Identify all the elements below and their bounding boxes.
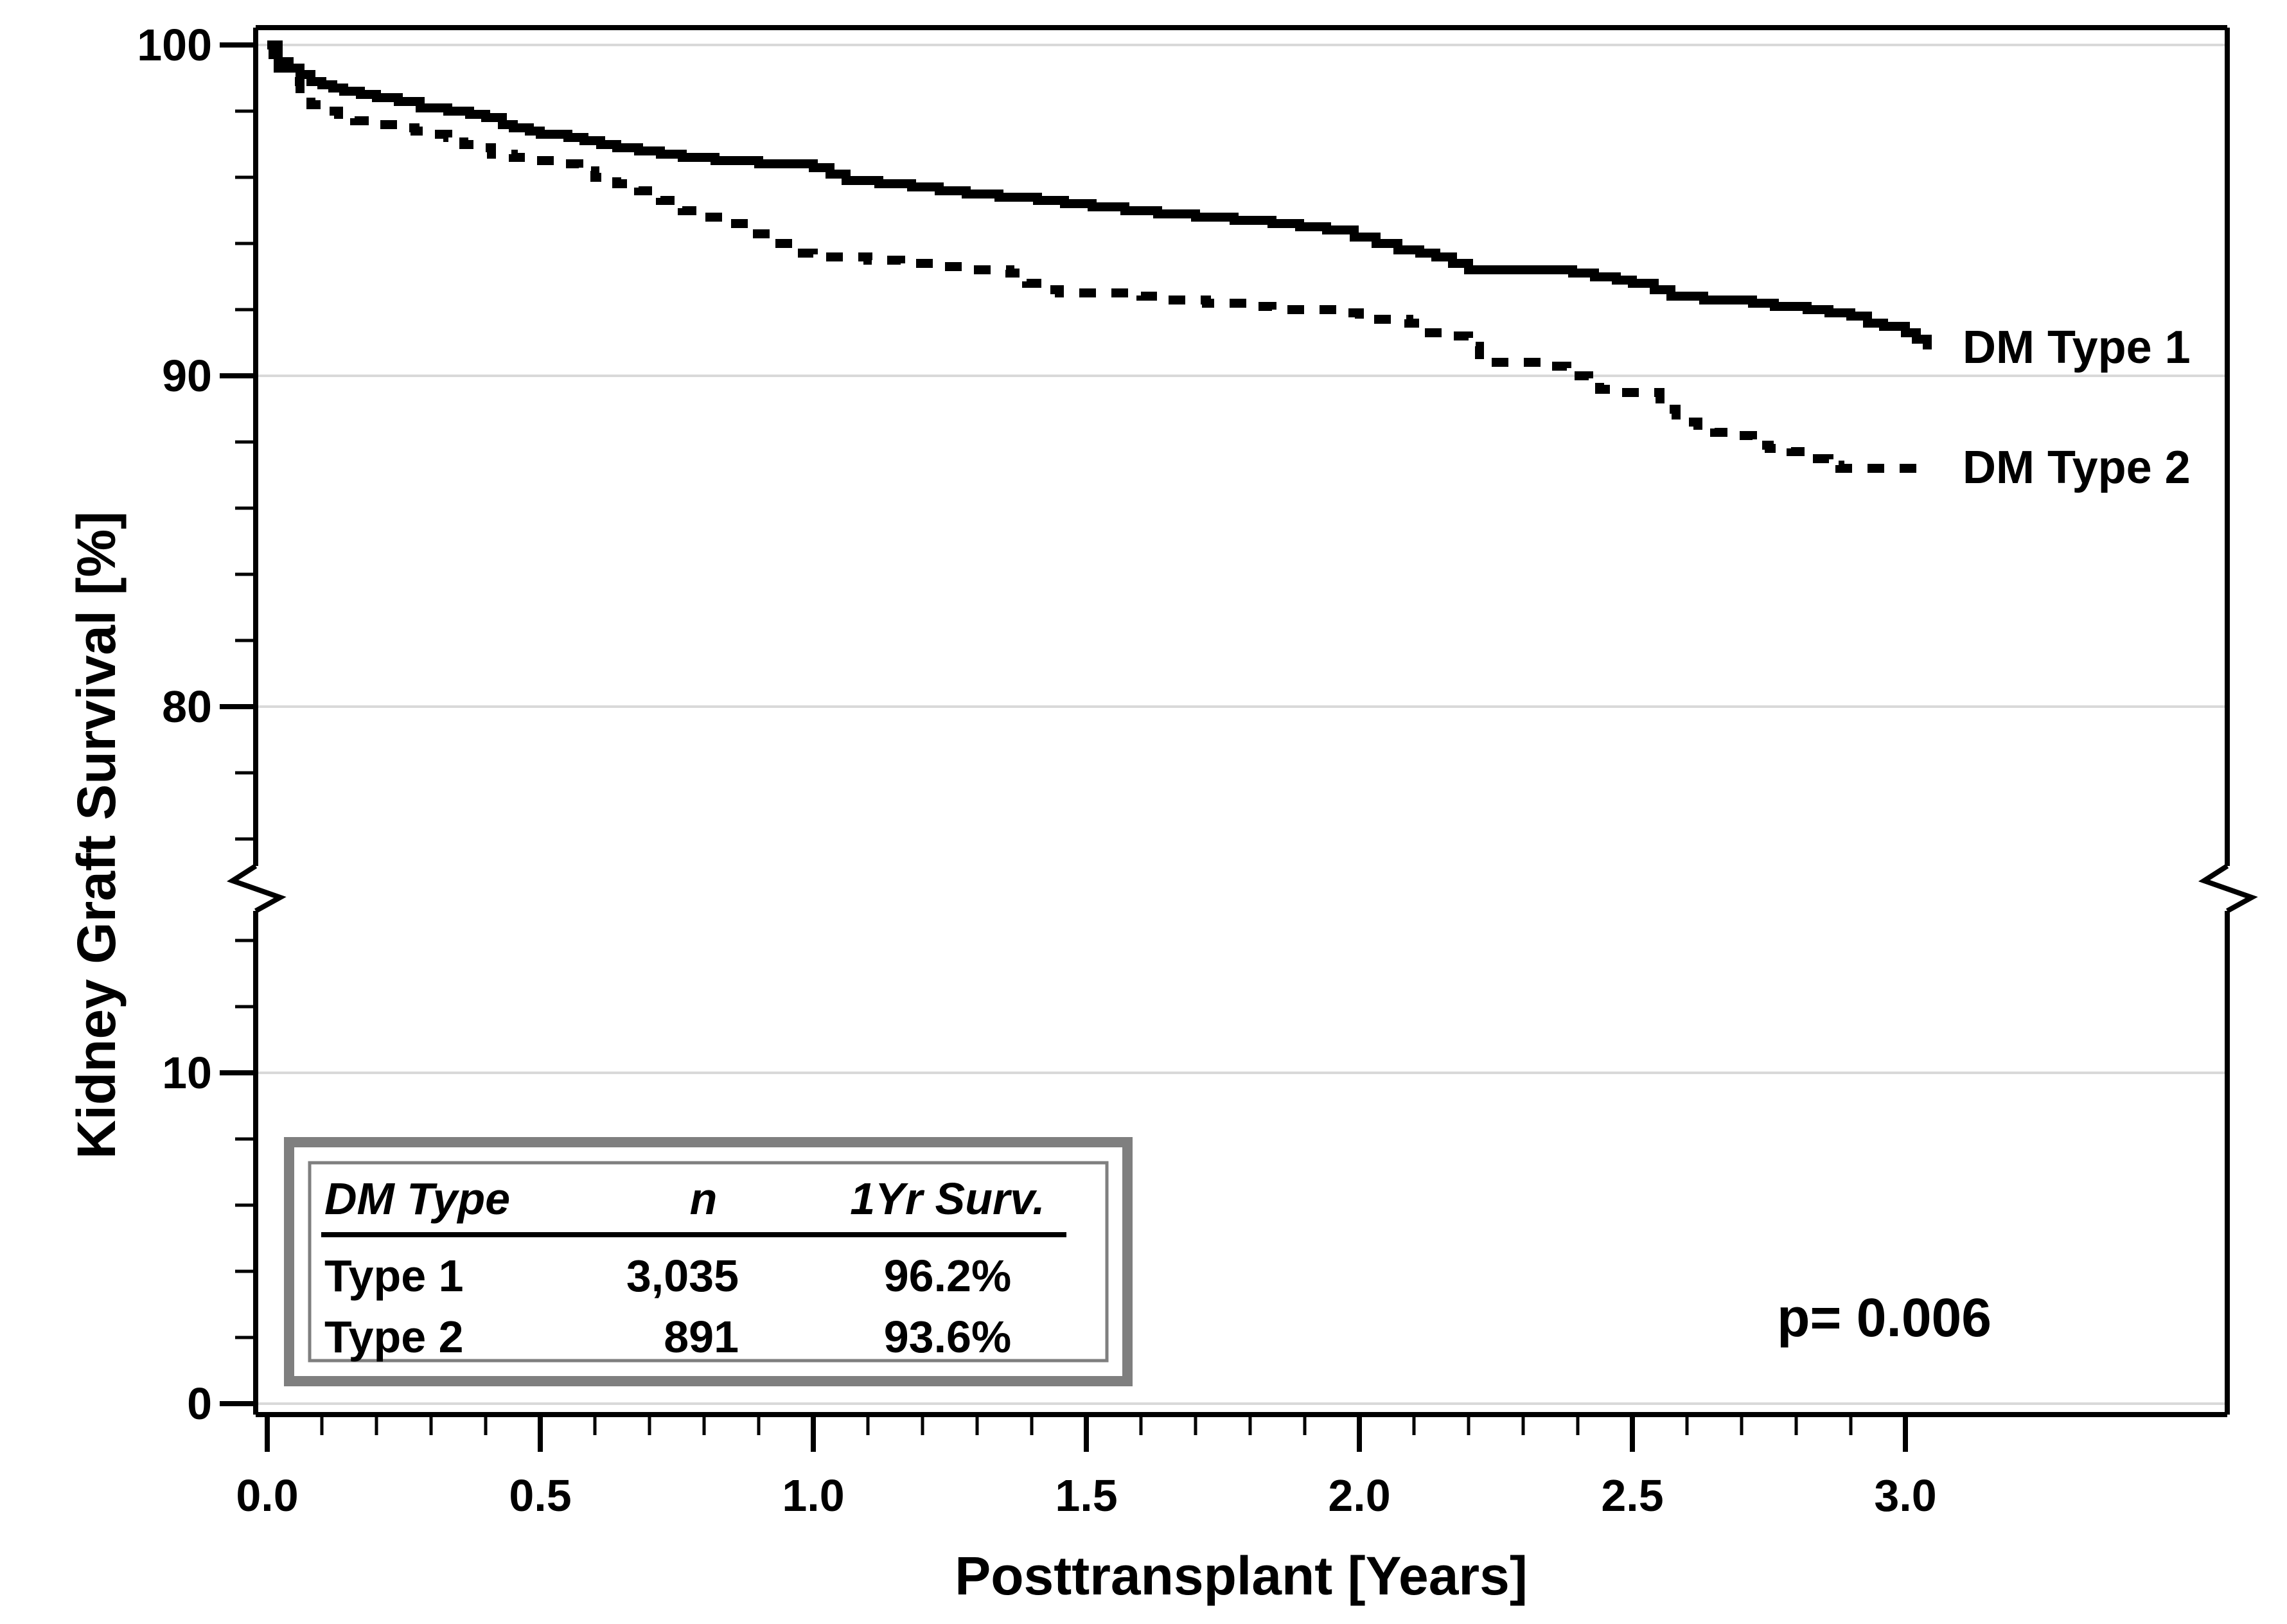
table-header-n: n: [690, 1174, 718, 1224]
table-row1-surv: 96.2%: [884, 1251, 1011, 1301]
dm-type-2-curve-label: DM Type 2: [1963, 442, 2191, 493]
y-axis-tick-label: 10: [162, 1048, 212, 1098]
table-row2-dm-type: Type 2: [324, 1312, 464, 1362]
ticks-layer: [220, 42, 1908, 1452]
y-axis-tick-label: 90: [162, 351, 212, 401]
y-axis-title: Kidney Graft Survival [%]: [66, 511, 127, 1159]
table-row1-n: 3,035: [626, 1251, 739, 1301]
table-outer-border: [284, 1137, 1133, 1386]
dm-type-1-curve-label: DM Type 1: [1963, 322, 2191, 373]
x-axis-tick-label: 0.0: [236, 1470, 298, 1521]
table-inner-border: [308, 1161, 1109, 1363]
table-row1-dm-type: Type 1: [324, 1251, 464, 1301]
y-axis-tick-label: 100: [137, 20, 212, 70]
y-axis-tick-label: 0: [187, 1379, 212, 1429]
axis-break-zigzag-right-icon: [2198, 863, 2258, 914]
dm-type-2-curve: [267, 40, 1927, 473]
x-axis-tick-label: 3.0: [1874, 1470, 1936, 1521]
x-axis-tick-label: 2.5: [1601, 1470, 1663, 1521]
table-row2-surv: 93.6%: [884, 1312, 1011, 1362]
x-axis-tick-label: 0.5: [509, 1470, 571, 1521]
plot-frame: [226, 25, 2258, 1417]
x-axis-tick-label: 2.0: [1328, 1470, 1390, 1521]
inset-summary-table: DM Type n 1Yr Surv. Type 1 3,035 96.2% T…: [284, 1137, 1133, 1386]
dm-type-1-curve: [267, 40, 1932, 349]
p-value-annotation: p= 0.006: [1777, 1287, 1991, 1348]
table-header-1yr-surv: 1Yr Surv.: [850, 1174, 1045, 1224]
y-axis-tick-label: 80: [162, 682, 212, 732]
table-header-dm-type: DM Type: [324, 1174, 510, 1224]
gridlines-layer: [258, 44, 2225, 1405]
curves-layer: [267, 40, 1932, 473]
x-axis-tick-label: 1.0: [782, 1470, 844, 1521]
x-axis-tick-label: 1.5: [1055, 1470, 1117, 1521]
x-axis-title: Posttransplant [Years]: [955, 1546, 1528, 1606]
axis-break-zigzag-left-icon: [226, 863, 287, 914]
table-row2-n: 891: [664, 1312, 739, 1362]
